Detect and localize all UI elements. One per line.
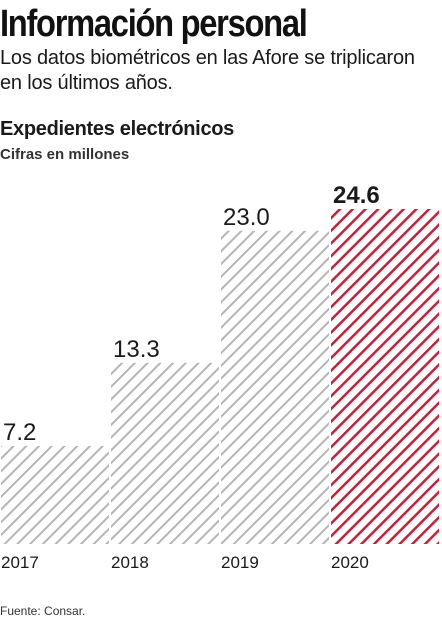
- x-tick-2017: 2017: [1, 553, 39, 572]
- value-label-2019: 23.0: [223, 204, 270, 231]
- value-label-2017: 7.2: [3, 419, 36, 446]
- bar-2018: [111, 362, 219, 544]
- bar-2020: [331, 209, 439, 544]
- chart-units: Cifras en millones: [0, 146, 130, 163]
- x-tick-2018: 2018: [111, 553, 149, 572]
- headline-title: Información personal: [0, 3, 308, 45]
- headline-subtitle: Los datos biométricos en las Afore se tr…: [0, 47, 415, 94]
- source-note: Fuente: Consar.: [0, 604, 86, 618]
- bar-2017: [1, 445, 109, 544]
- x-tick-2019: 2019: [221, 553, 259, 572]
- value-label-2020: 24.6: [333, 182, 380, 209]
- value-label-2018: 13.3: [113, 336, 160, 363]
- bar-2019: [221, 230, 329, 544]
- x-tick-2020: 2020: [331, 553, 369, 572]
- chart-title: Expedientes electrónicos: [0, 118, 235, 140]
